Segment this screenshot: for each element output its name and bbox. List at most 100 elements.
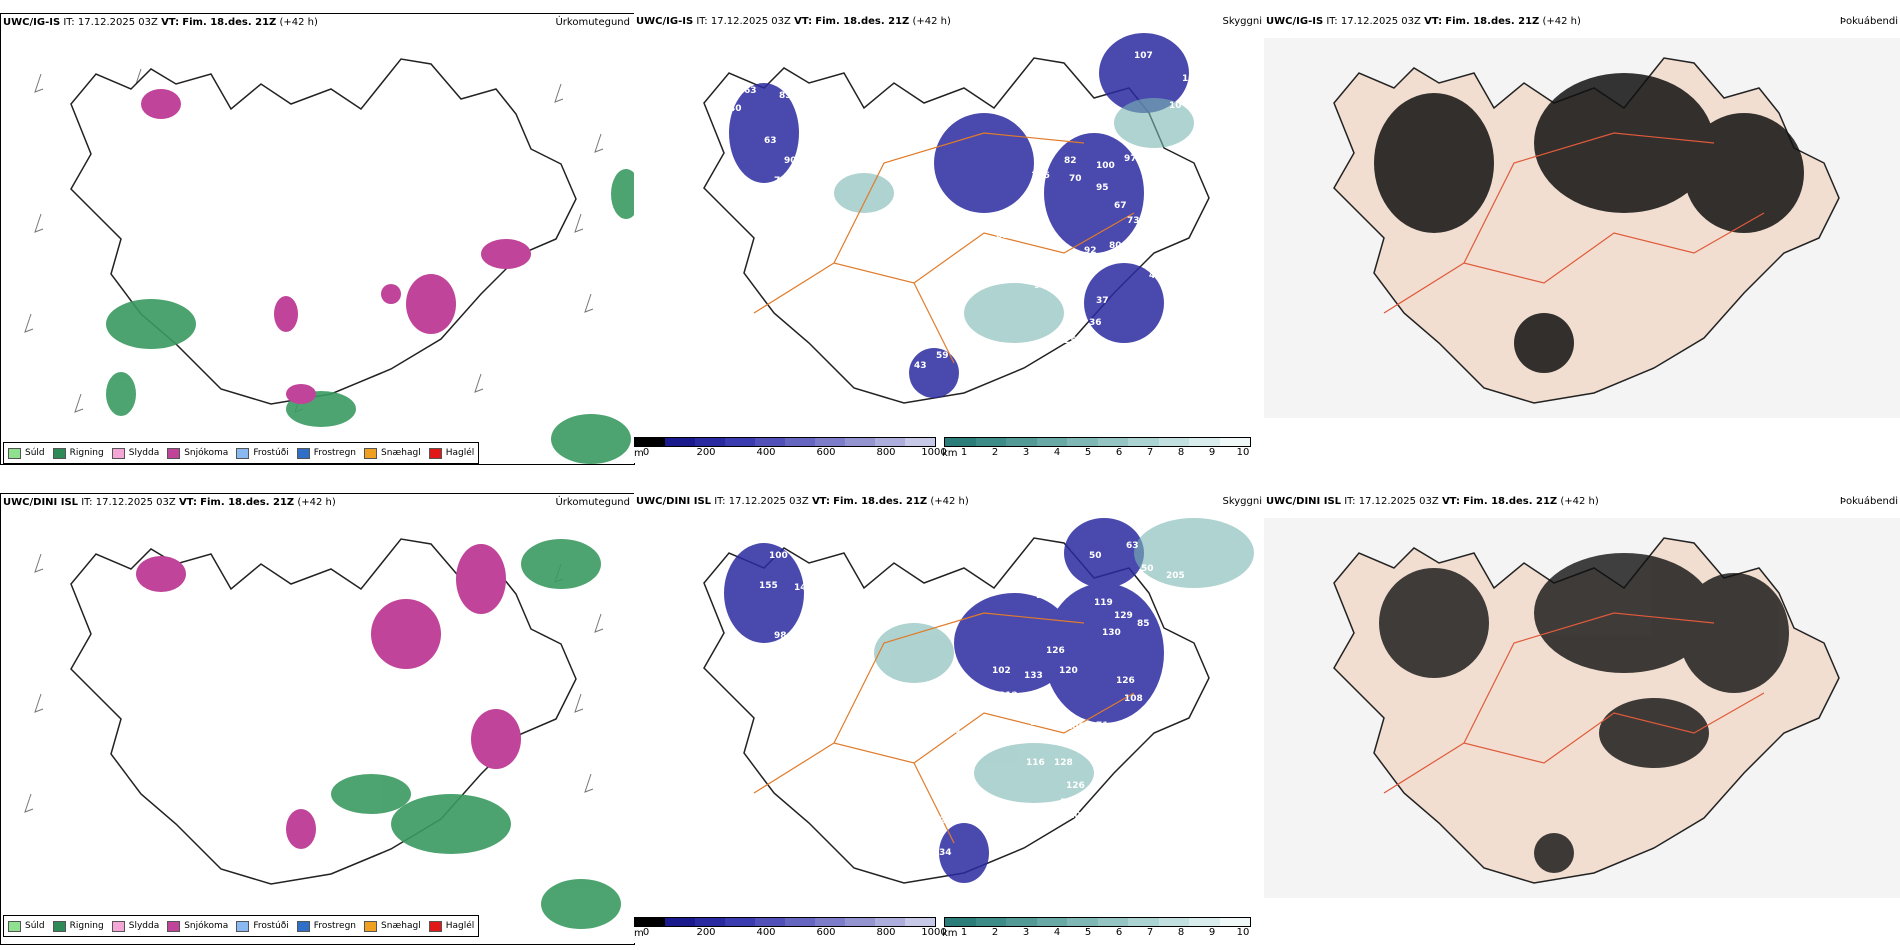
svg-text:57: 57 — [806, 691, 819, 701]
legend-item: Súld — [8, 920, 45, 932]
svg-text:119: 119 — [1094, 598, 1113, 608]
svg-text:97: 97 — [1037, 691, 1050, 701]
svg-text:100: 100 — [769, 551, 788, 561]
svg-text:63: 63 — [744, 86, 757, 96]
svg-text:80: 80 — [1109, 241, 1122, 251]
visibility-colorbar — [944, 917, 1251, 927]
svg-text:50: 50 — [1141, 564, 1154, 574]
svg-text:25: 25 — [1064, 336, 1077, 346]
svg-text:129: 129 — [1030, 718, 1049, 728]
panel-title: Þokuábendi — [1839, 496, 1898, 507]
legend-item: Súld — [8, 447, 45, 459]
legend-item: Haglél — [428, 447, 474, 459]
precip-legend: Súld Rigning Slydda Snjókoma Frostúði Fr… — [3, 442, 480, 464]
svg-text:126: 126 — [1046, 646, 1065, 656]
legend-item: Snjókoma — [167, 920, 228, 932]
svg-text:77: 77 — [956, 674, 969, 684]
svg-text:36: 36 — [1089, 318, 1102, 328]
svg-text:133: 133 — [1024, 671, 1043, 681]
svg-text:10: 10 — [1169, 101, 1182, 111]
svg-text:320: 320 — [1062, 811, 1081, 821]
svg-text:50: 50 — [1089, 551, 1102, 561]
svg-text:106: 106 — [1066, 722, 1085, 732]
svg-text:73: 73 — [1127, 216, 1140, 226]
legend-item: Frostúði — [236, 920, 289, 932]
svg-text:49: 49 — [1159, 226, 1172, 236]
visibility-colorbar — [944, 437, 1251, 447]
svg-text:155: 155 — [759, 581, 778, 591]
visibility-panel-row1: 112 63 85 40 63 90 75 47 58 103 95 11 106 82 100 7… — [634, 13, 1264, 463]
svg-text:128: 128 — [1054, 758, 1073, 768]
svg-text:102: 102 — [992, 666, 1011, 676]
ceiling-unit: m — [634, 448, 644, 459]
svg-text:90: 90 — [949, 556, 962, 566]
svg-text:70: 70 — [1069, 174, 1082, 184]
svg-text:108: 108 — [1124, 694, 1143, 704]
svg-text:71: 71 — [1096, 721, 1109, 731]
precip-panel-row2: UWC/DINI ISL IT: 17.12.2025 03Z VT: Fim.… — [0, 493, 635, 945]
svg-text:126: 126 — [1116, 676, 1135, 686]
svg-text:75: 75 — [774, 176, 787, 186]
svg-text:138: 138 — [1102, 751, 1121, 761]
panel-header: UWC/IG-IS IT: 17.12.2025 03Z VT: Fim. 18… — [636, 16, 951, 27]
svg-text:82: 82 — [1064, 156, 1077, 166]
panel-title: Úrkomutegund — [555, 17, 630, 28]
legend-item: Slydda — [111, 447, 159, 459]
svg-text:98: 98 — [774, 631, 787, 641]
svg-text:40: 40 — [729, 104, 742, 114]
svg-text:106: 106 — [1031, 171, 1050, 181]
svg-text:97: 97 — [1124, 154, 1137, 164]
panel-header: UWC/DINI ISL IT: 17.12.2025 03Z VT: Fim.… — [636, 496, 969, 507]
legend-item: Snæhagl — [364, 447, 421, 459]
panel-header: UWC/DINI ISL IT: 17.12.2025 03Z VT: Fim.… — [3, 497, 336, 508]
precip-map-row1 — [24, 58, 634, 464]
svg-text:47: 47 — [799, 221, 812, 231]
svg-text:90: 90 — [784, 156, 797, 166]
svg-text:62: 62 — [986, 346, 999, 356]
svg-text:126: 126 — [1066, 781, 1085, 791]
svg-text:63: 63 — [764, 136, 777, 146]
svg-text:43: 43 — [914, 361, 927, 371]
svg-text:97: 97 — [729, 541, 742, 551]
svg-text:130: 130 — [1102, 628, 1121, 638]
panel-header: UWC/IG-IS IT: 17.12.2025 03Z VT: Fim. 18… — [1266, 16, 1581, 27]
legend-item: Rigning — [52, 447, 104, 459]
fog-panel-row1: UWC/IG-IS IT: 17.12.2025 03Z VT: Fim. 18… — [1264, 13, 1900, 463]
svg-text:146: 146 — [794, 583, 813, 593]
svg-text:61: 61 — [949, 726, 962, 736]
svg-text:108: 108 — [1182, 74, 1201, 84]
svg-text:205: 205 — [1166, 571, 1185, 581]
snow-areas — [141, 89, 531, 404]
legend-item: Snjókoma — [167, 447, 228, 459]
svg-text:63: 63 — [1126, 541, 1139, 551]
fog-map-row2 — [1264, 518, 1900, 898]
svg-text:91: 91 — [916, 826, 929, 836]
fog-map-row1 — [1264, 38, 1900, 418]
svg-text:212: 212 — [999, 691, 1018, 701]
visibility-panel-row2: 97 100 155 146 98 57 84 92 90 93 50 63 50 205 119 … — [634, 493, 1264, 943]
panel-title: Þokuábendi — [1839, 16, 1898, 27]
precip-legend: Súld Rigning Slydda Snjókoma Frostúði Fr… — [3, 915, 480, 937]
svg-text:116: 116 — [1026, 758, 1045, 768]
ceiling-unit: m — [634, 928, 644, 939]
svg-text:42: 42 — [1072, 306, 1085, 316]
svg-text:34: 34 — [939, 848, 952, 858]
svg-text:92: 92 — [1084, 246, 1097, 256]
svg-text:43: 43 — [1144, 218, 1157, 228]
legend-item: Snæhagl — [364, 920, 421, 932]
precip-map-row2 — [24, 538, 621, 929]
svg-text:85: 85 — [779, 91, 792, 101]
svg-text:43: 43 — [1149, 271, 1162, 281]
svg-text:95: 95 — [899, 138, 912, 148]
svg-text:11: 11 — [1034, 126, 1047, 136]
panel-header: UWC/IG-IS IT: 17.12.2025 03Z VT: Fim. 18… — [3, 17, 318, 28]
svg-text:37: 37 — [1096, 296, 1109, 306]
legend-item: Frostregn — [296, 920, 356, 932]
svg-text:85: 85 — [1137, 619, 1150, 629]
svg-text:58: 58 — [704, 241, 717, 251]
precip-panel-row1: UWC/IG-IS IT: 17.12.2025 03Z VT: Fim. 18… — [0, 13, 635, 465]
